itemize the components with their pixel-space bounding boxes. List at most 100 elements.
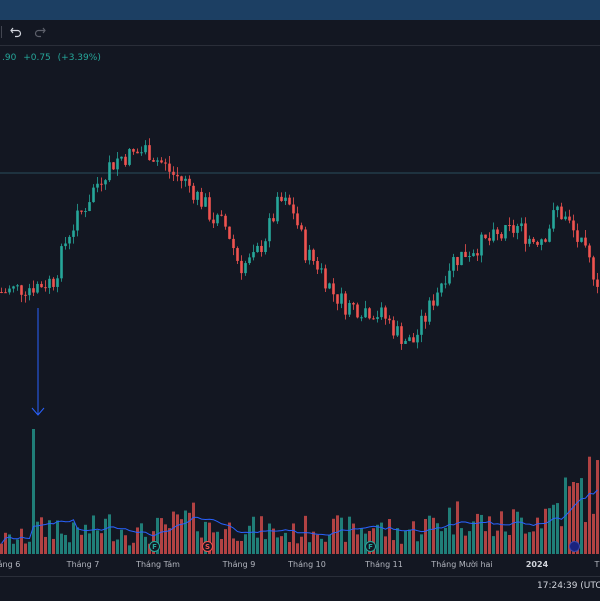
volume-bar bbox=[124, 535, 127, 554]
candle-body bbox=[296, 213, 299, 226]
candle-body bbox=[320, 268, 323, 270]
price-chart[interactable] bbox=[0, 46, 600, 556]
candle-body bbox=[120, 156, 123, 159]
candle-body bbox=[364, 308, 367, 318]
volume-bar bbox=[176, 514, 179, 554]
volume-bar bbox=[36, 521, 39, 554]
volume-bar bbox=[504, 531, 507, 554]
volume-ma-line bbox=[1, 489, 598, 544]
candle-body bbox=[100, 183, 103, 185]
candle-body bbox=[508, 225, 511, 227]
candle-body bbox=[116, 158, 119, 170]
volume-bar bbox=[188, 512, 191, 554]
candle-body bbox=[496, 229, 499, 235]
volume-bar bbox=[552, 504, 555, 554]
candle-body bbox=[308, 249, 311, 261]
volume-bar bbox=[236, 540, 239, 554]
volume-bar bbox=[408, 529, 411, 554]
candle-body bbox=[264, 241, 267, 253]
candle-body bbox=[244, 263, 247, 274]
candle-body bbox=[476, 253, 479, 256]
volume-bar bbox=[548, 508, 551, 554]
volume-bar bbox=[316, 534, 319, 554]
volume-bar bbox=[524, 533, 527, 554]
time-axis[interactable]: áng 6 Tháng 7 Tháng Tám Tháng 9 Tháng 10… bbox=[0, 556, 600, 576]
volume-bar bbox=[136, 527, 139, 554]
candle-body bbox=[84, 211, 87, 213]
candle-body bbox=[456, 257, 459, 266]
volume-bar bbox=[108, 514, 111, 554]
candle-body bbox=[76, 210, 79, 231]
volume-bar bbox=[204, 521, 207, 554]
volume-bar bbox=[224, 529, 227, 554]
candle-body bbox=[360, 317, 363, 319]
volume-bar bbox=[160, 518, 163, 554]
volume-bar bbox=[420, 534, 423, 554]
volume-bar bbox=[240, 540, 243, 554]
candle-body bbox=[164, 162, 167, 164]
candle-body bbox=[112, 162, 115, 170]
candle-body bbox=[424, 315, 427, 322]
volume-bar bbox=[168, 528, 171, 554]
candle-body bbox=[384, 307, 387, 319]
candle-body bbox=[392, 320, 395, 336]
candle-body bbox=[276, 196, 279, 222]
volume-bar bbox=[76, 527, 79, 554]
volume-bar bbox=[296, 543, 299, 554]
candle-body bbox=[24, 294, 27, 296]
candle-body bbox=[388, 318, 391, 321]
candle-body bbox=[324, 268, 327, 289]
candle-body bbox=[588, 245, 591, 258]
volume-bar bbox=[540, 528, 543, 554]
annotation-arrow-head bbox=[31, 407, 45, 416]
candle-body bbox=[464, 251, 467, 258]
candle-body bbox=[368, 308, 371, 319]
volume-bar bbox=[324, 541, 327, 554]
undo-button[interactable] bbox=[7, 23, 25, 41]
candle-body bbox=[280, 196, 283, 201]
volume-bar bbox=[276, 537, 279, 554]
candle-body bbox=[172, 171, 175, 175]
volume-bar bbox=[508, 535, 511, 554]
event-marker-dot[interactable] bbox=[569, 541, 580, 552]
event-marker-financials[interactable]: F bbox=[149, 541, 160, 552]
volume-bar bbox=[164, 524, 167, 554]
candle-body bbox=[304, 229, 307, 261]
event-marker-split[interactable]: S bbox=[202, 541, 213, 552]
volume-bar bbox=[360, 528, 363, 554]
volume-bar bbox=[484, 531, 487, 554]
volume-bar bbox=[20, 528, 23, 554]
volume-bar bbox=[496, 530, 499, 554]
clock-time[interactable]: 17:24:39 (UTC+ bbox=[537, 581, 600, 591]
volume-bar bbox=[172, 511, 175, 554]
redo-button[interactable] bbox=[31, 23, 49, 41]
volume-bar bbox=[516, 511, 519, 554]
volume-bar bbox=[4, 532, 7, 554]
event-marker-financials-2[interactable]: F bbox=[365, 541, 376, 552]
status-bar: 17:24:39 (UTC+ bbox=[0, 576, 600, 601]
candle-body bbox=[224, 215, 227, 227]
volume-bar bbox=[424, 519, 427, 554]
volume-bar bbox=[304, 515, 307, 554]
volume-bar bbox=[52, 538, 55, 554]
window-top-bar bbox=[0, 0, 600, 20]
volume-bar bbox=[132, 542, 135, 554]
candle-body bbox=[92, 187, 95, 203]
volume-bar bbox=[68, 542, 71, 554]
candle-body bbox=[552, 210, 555, 229]
candle-body bbox=[232, 238, 235, 249]
volume-bar bbox=[24, 543, 27, 554]
legend-change-pct: (+3.39%) bbox=[57, 53, 101, 63]
price-legend: .90 +0.75 (+3.39%) bbox=[2, 53, 105, 63]
candle-body bbox=[436, 292, 439, 306]
time-label-year: 2024 bbox=[525, 560, 549, 569]
volume-bar bbox=[580, 478, 583, 554]
volume-bar bbox=[512, 509, 515, 554]
volume-bar bbox=[144, 536, 147, 554]
volume-bar bbox=[588, 456, 591, 554]
volume-bar bbox=[328, 534, 331, 554]
candle-body bbox=[492, 229, 495, 241]
volume-bar bbox=[596, 460, 599, 554]
candle-body bbox=[400, 326, 403, 344]
volume-bar bbox=[92, 515, 95, 554]
